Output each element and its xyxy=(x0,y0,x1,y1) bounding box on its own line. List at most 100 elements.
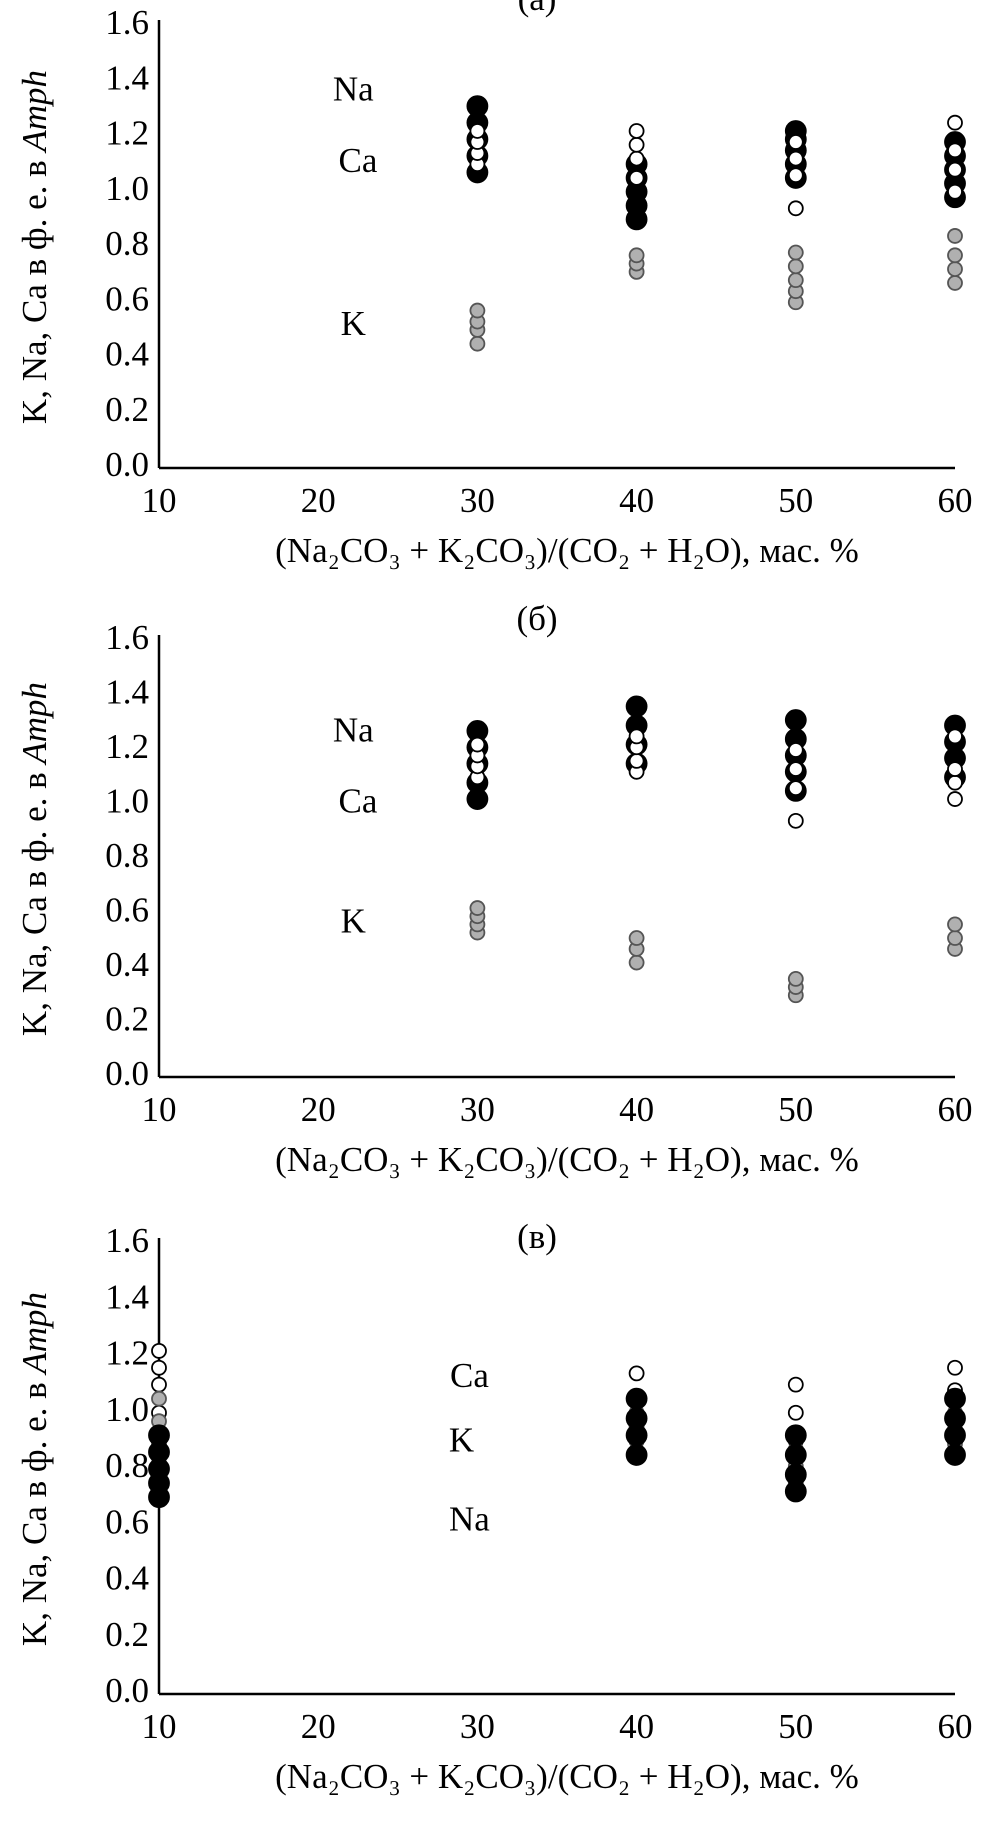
point xyxy=(469,736,486,753)
series-label: Na xyxy=(333,69,374,108)
point xyxy=(787,200,804,217)
y-tick-label: 1.4 xyxy=(105,1277,149,1316)
y-tick-label: 0.0 xyxy=(105,1671,149,1710)
point xyxy=(628,728,645,745)
point xyxy=(947,247,963,264)
series-label: Na xyxy=(449,1499,490,1538)
point xyxy=(628,123,645,139)
point xyxy=(787,134,804,150)
y-tick-label: 0.8 xyxy=(105,224,149,263)
point xyxy=(151,1390,167,1407)
series-label: Ca xyxy=(339,782,378,821)
point xyxy=(625,1444,648,1466)
x-tick-label: 40 xyxy=(619,1090,654,1129)
point xyxy=(628,247,645,264)
x-tick-label: 50 xyxy=(778,1707,813,1746)
y-tick-label: 1.0 xyxy=(105,169,149,208)
x-tick-label: 10 xyxy=(142,481,177,520)
x-tick-label: 40 xyxy=(619,481,654,520)
y-tick-label: 1.2 xyxy=(105,727,149,766)
point xyxy=(151,1376,167,1393)
y-tick-label: 0.6 xyxy=(105,1502,149,1541)
point xyxy=(947,761,963,777)
y-axis-label-text: K, Na, Ca в ф. е. в xyxy=(15,160,54,424)
point xyxy=(628,954,645,971)
y-tick-label: 1.6 xyxy=(105,618,149,657)
x-tick-label: 20 xyxy=(301,1090,336,1129)
y-axis-label: K, Na, Ca в ф. е. в Amph xyxy=(15,70,54,424)
y-tick-label: 0.8 xyxy=(105,836,149,875)
point xyxy=(944,1407,966,1430)
panel: (а) 0.0 0.2 0.4 0.6 0.8 1.0 1.2 1.4 1.6 10 20 30 40 50… xyxy=(15,0,972,570)
x-tick-label: 50 xyxy=(778,1090,813,1129)
series-label: Ca xyxy=(450,1356,489,1395)
series-label: Na xyxy=(333,711,374,750)
y-tick-label: 0.0 xyxy=(105,445,149,484)
panel-title: (в) xyxy=(517,1217,557,1256)
point xyxy=(151,1359,167,1376)
y-axis-label-italic: Amph xyxy=(15,1292,54,1376)
x-tick-label: 20 xyxy=(301,1707,336,1746)
panel-title: (а) xyxy=(518,0,557,18)
series-label: K xyxy=(341,901,366,940)
point xyxy=(784,709,807,731)
point xyxy=(944,1444,966,1466)
point xyxy=(628,753,645,769)
point xyxy=(947,161,963,178)
y-tick-label: 1.6 xyxy=(105,3,149,42)
y-tick-label: 1.2 xyxy=(105,1334,149,1373)
y-tick-label: 0.4 xyxy=(105,335,149,374)
point xyxy=(151,1342,167,1359)
x-tick-label: 60 xyxy=(938,481,973,520)
y-tick-label: 0.2 xyxy=(105,1615,149,1654)
point xyxy=(787,812,804,829)
y-tick-label: 0.6 xyxy=(105,891,149,930)
y-tick-label: 1.0 xyxy=(105,1390,149,1429)
point xyxy=(947,916,963,933)
y-axis-label-text: K, Na, Ca в ф. е. в xyxy=(15,1382,54,1646)
x-axis-label: (Na₂CO₃ + K₂CO₃)/(CO₂ + H₂O), мас. % xyxy=(275,1757,859,1796)
point xyxy=(787,167,804,184)
x-tick-label: 30 xyxy=(460,1090,495,1129)
y-axis-label-italic: Amph xyxy=(15,682,54,766)
x-axis-label: (Na₂CO₃ + K₂CO₃)/(CO₂ + H₂O), мас. % xyxy=(275,1140,859,1179)
point xyxy=(784,1424,807,1447)
point xyxy=(947,728,963,745)
point xyxy=(947,142,963,159)
point xyxy=(787,244,804,261)
y-tick-label: 0.4 xyxy=(105,1559,149,1598)
y-tick-label: 0.4 xyxy=(105,945,149,984)
point xyxy=(947,930,963,946)
y-tick-label: 1.4 xyxy=(105,673,149,712)
point xyxy=(947,1359,963,1376)
point xyxy=(148,1424,170,1447)
point xyxy=(947,261,963,278)
point xyxy=(469,302,486,319)
point xyxy=(947,774,963,791)
y-axis-label-italic: Amph xyxy=(15,70,54,154)
point xyxy=(947,114,963,131)
x-tick-label: 30 xyxy=(460,481,495,520)
x-tick-label: 50 xyxy=(778,481,813,520)
point xyxy=(784,1463,807,1486)
y-tick-label: 0.0 xyxy=(105,1054,149,1093)
point xyxy=(628,1365,645,1382)
x-tick-label: 60 xyxy=(938,1090,973,1129)
y-tick-label: 1.6 xyxy=(105,1221,149,1260)
series-label: K xyxy=(449,1421,474,1460)
point xyxy=(625,1387,648,1410)
point xyxy=(787,780,804,797)
point xyxy=(787,971,804,987)
point xyxy=(787,1376,804,1393)
y-tick-label: 1.2 xyxy=(105,114,149,153)
y-tick-label: 0.6 xyxy=(105,279,149,318)
y-axis-label: K, Na, Ca в ф. е. в Amph xyxy=(15,1292,54,1646)
point xyxy=(787,761,804,777)
series-label: K xyxy=(341,304,366,343)
point xyxy=(469,123,486,139)
point xyxy=(628,930,645,946)
point xyxy=(784,1444,807,1466)
point xyxy=(947,228,963,244)
point xyxy=(787,150,804,167)
